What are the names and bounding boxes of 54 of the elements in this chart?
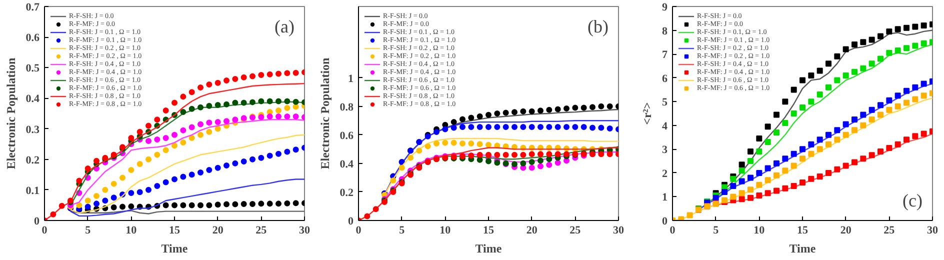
x-tick-label: 0 [356,224,362,236]
y-axis-title: Electronic Population [318,57,332,170]
y-tick-label: 0.2 [340,186,354,199]
x-tick-label: 0 [42,224,48,236]
x-tick-label: 10 [754,224,766,236]
y-tick-label: 4 [662,120,668,132]
y-tick-label: 3 [662,144,668,156]
y-tick-label: 2 [662,168,668,180]
y-tick-label: 0.1 [26,184,40,197]
x-tick-label: 15 [797,224,808,236]
x-tick-label: 10 [440,224,452,236]
y-tick-label: 9 [662,2,668,14]
x-tick-label: 0 [670,224,676,236]
x-tick-label: 5 [713,224,720,236]
x-tick-label: 20 [212,224,224,236]
x-tick-label: 30 [299,224,310,236]
y-tick-label: 0.7 [26,2,40,14]
annotation: (c) [902,190,923,210]
y-tick-label: 1 [662,192,668,204]
x-tick-label: 30 [613,224,624,236]
x-tick-label: 30 [927,224,938,236]
y-axis-title: Electronic Population [4,57,18,170]
x-tick-label: 15 [169,224,180,236]
x-tick-label: 20 [840,224,852,236]
x-tick-label: 5 [85,224,92,236]
y-tick-label: 0.6 [340,130,354,142]
x-tick-label: 25 [884,224,896,236]
y-tick-label: 0 [662,216,668,228]
x-axis-title: Time [789,242,816,256]
y-tick-label: 7 [662,49,668,62]
x-axis-title: Time [475,242,502,256]
y-tick-label: 0 [34,216,40,228]
x-tick-label: 10 [126,224,138,236]
y-tick-label: 0.4 [340,158,354,170]
y-tick-label: 0.3 [26,124,40,136]
y-tick-label: 5 [662,96,668,109]
y-tick-label: 0.8 [340,101,354,114]
y-tick-label: 0.5 [26,62,40,75]
x-tick-label: 25 [570,224,582,236]
x-axis-title: Time [161,242,188,256]
x-tick-label: 15 [483,224,494,236]
y-tick-label: 0 [348,216,354,228]
x-tick-label: 5 [399,224,406,236]
y-tick-label: 1 [348,72,354,85]
y-axis-title: <r²> [640,102,654,125]
annotation: (b) [588,16,609,36]
y-tick-label: 0.4 [26,93,40,106]
y-tick-label: 0.6 [26,32,40,44]
y-tick-label: 6 [662,72,668,85]
annotation: (a) [274,16,295,36]
y-tick-label: 0.2 [26,154,40,166]
x-tick-label: 20 [526,224,538,236]
y-tick-label: 8 [662,25,668,38]
x-tick-label: 25 [256,224,268,236]
